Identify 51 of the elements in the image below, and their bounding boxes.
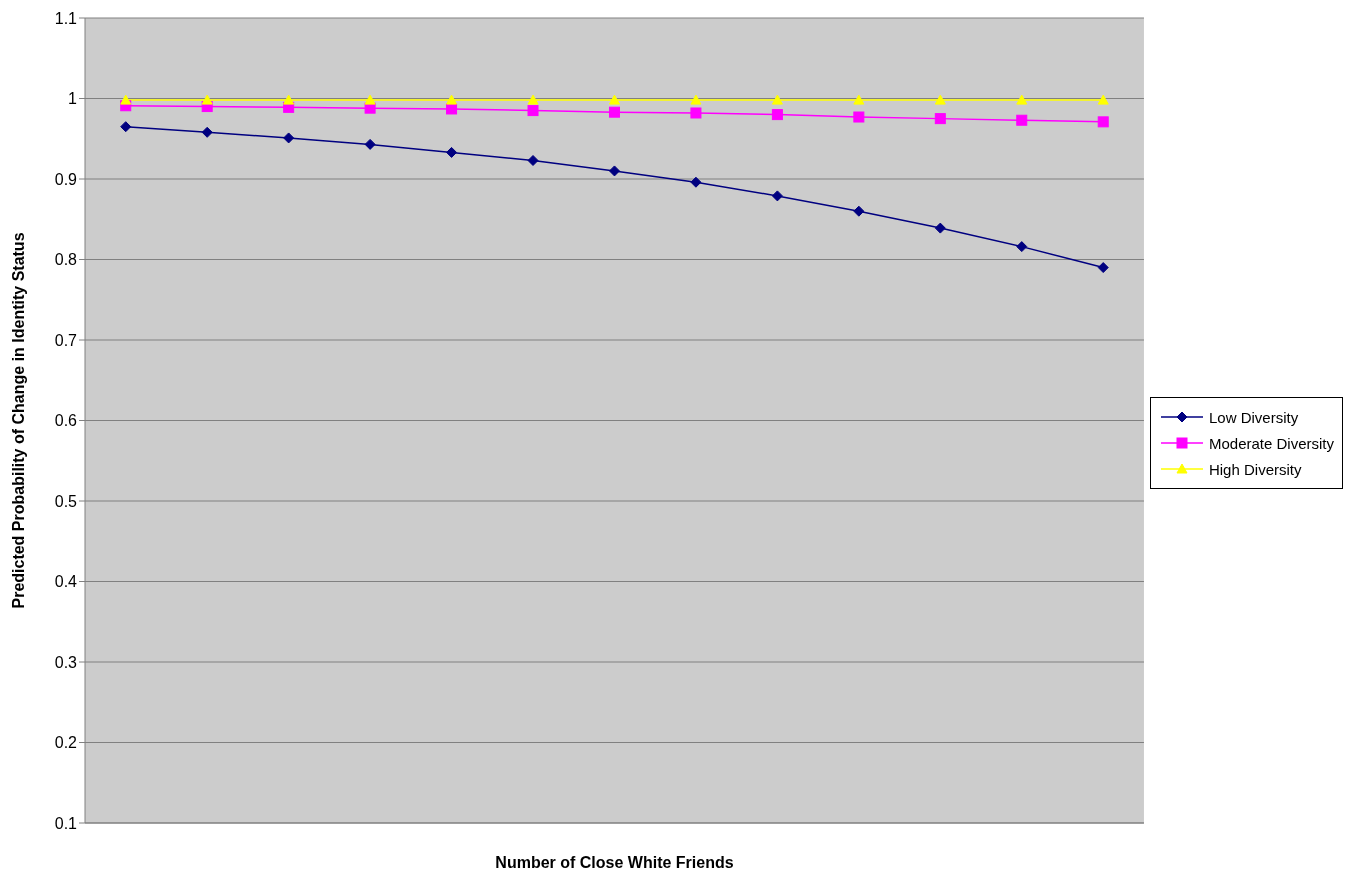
y-tick-label: 0.1	[54, 814, 78, 832]
point	[608, 165, 620, 177]
point	[283, 94, 295, 105]
point	[608, 94, 620, 105]
point	[771, 109, 783, 121]
point	[446, 146, 458, 158]
point	[608, 106, 620, 118]
point	[527, 105, 539, 117]
y-tick-label: 0.2	[54, 734, 78, 752]
point	[201, 94, 213, 105]
y-tick-label: 0.8	[54, 251, 78, 269]
point	[1016, 114, 1028, 126]
point	[1097, 262, 1109, 274]
y-tick-label: 0.4	[54, 573, 78, 591]
y-axis-title: Predicted Probability of Change in Identity Status	[9, 232, 27, 609]
y-tick-label: 1	[68, 90, 78, 108]
point	[690, 94, 702, 105]
point	[120, 121, 132, 133]
y-tick-label: 0.3	[54, 653, 78, 671]
point	[853, 111, 865, 123]
x-axis-title: Number of Close White Friends	[495, 854, 734, 871]
legend-label: Low Diversity	[1208, 408, 1299, 426]
y-tick-label: 0.5	[54, 492, 78, 510]
legend-label: Moderate Diversity	[1208, 434, 1334, 452]
y-tick-label: 0.9	[54, 170, 78, 188]
point	[690, 107, 702, 119]
point	[283, 132, 295, 144]
point	[1097, 116, 1109, 128]
point	[771, 94, 783, 105]
point	[446, 103, 458, 115]
point	[364, 94, 376, 105]
point	[527, 94, 539, 105]
point	[527, 154, 539, 166]
point	[934, 113, 946, 125]
point	[853, 94, 865, 105]
point	[1097, 94, 1109, 105]
point	[201, 126, 213, 138]
point	[1016, 241, 1028, 253]
point	[446, 94, 458, 105]
point	[934, 94, 946, 105]
legend-label: High Diversity	[1208, 460, 1302, 478]
point	[934, 222, 946, 234]
point	[364, 138, 376, 150]
point	[120, 94, 132, 105]
point	[771, 190, 783, 202]
point	[690, 176, 702, 188]
point	[1016, 94, 1028, 105]
y-tick-label: 0.6	[54, 412, 78, 430]
point	[853, 205, 865, 217]
y-tick-label: 1.1	[54, 9, 78, 27]
y-tick-label: 0.7	[54, 331, 78, 349]
